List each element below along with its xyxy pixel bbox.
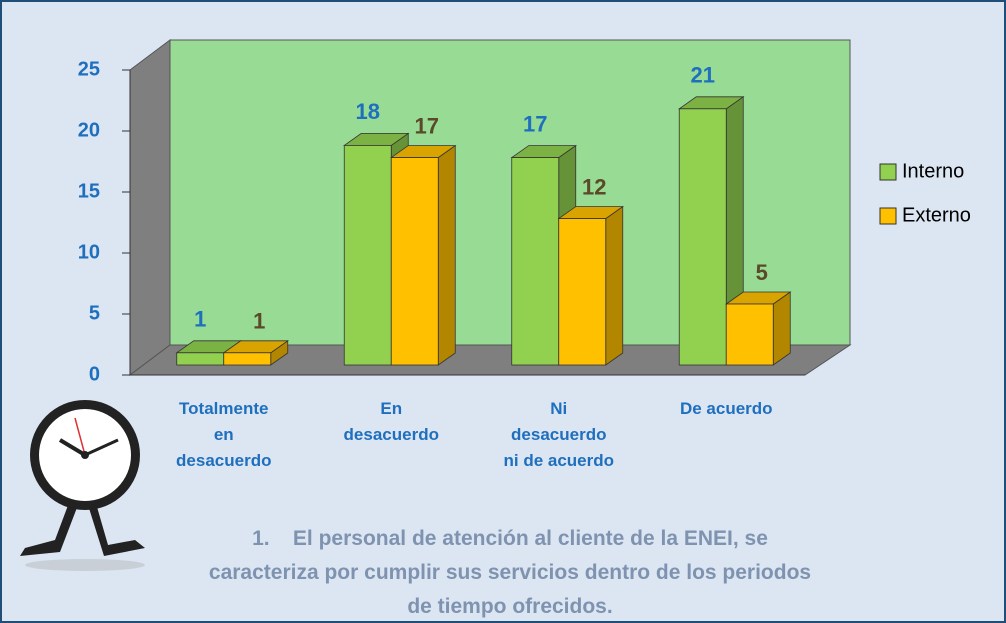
- x-tick-label: Totalmente en desacuerdo: [149, 396, 299, 474]
- bar-front: [679, 109, 726, 365]
- side-wall: [130, 40, 170, 375]
- bar: [726, 292, 790, 365]
- title-line: 1. El personal de atención al cliente de…: [140, 522, 880, 556]
- bar-front: [177, 353, 224, 365]
- title-line: caracteriza por cumplir sus servicios de…: [140, 556, 880, 590]
- value-label: 17: [523, 111, 547, 136]
- legend-label: Interno: [902, 160, 964, 182]
- bar-front: [512, 158, 559, 365]
- legend-label: Externo: [902, 204, 971, 226]
- value-label: 5: [756, 260, 768, 285]
- bar-front: [726, 304, 773, 365]
- legend-swatch: [880, 164, 896, 180]
- title-line: de tiempo ofrecidos.: [140, 590, 880, 623]
- value-label: 18: [356, 99, 380, 124]
- bar-front: [391, 158, 438, 365]
- clock: [20, 400, 145, 571]
- y-tick-label: 0: [89, 363, 100, 385]
- x-tick-label: De acuerdo: [651, 396, 801, 422]
- y-tick-label: 15: [78, 180, 100, 202]
- bar-side: [773, 292, 790, 365]
- value-label: 1: [253, 309, 265, 334]
- value-label: 12: [582, 174, 606, 199]
- y-tick-label: 5: [89, 302, 100, 324]
- x-tick-label: Ni desacuerdo ni de acuerdo: [484, 396, 634, 474]
- y-tick-label: 20: [78, 119, 100, 141]
- y-tick-label: 25: [78, 58, 100, 80]
- bar: [559, 207, 623, 365]
- y-tick-label: 10: [78, 241, 100, 263]
- value-label: 1: [194, 307, 206, 332]
- bar-side: [606, 207, 623, 365]
- legend-swatch: [880, 208, 896, 224]
- bar-front: [559, 219, 606, 365]
- bar-side: [438, 146, 455, 365]
- page: 0 5 10 15 20 25 1 1 18 17 17 12 21 5 Interno Externo To…: [0, 0, 1006, 623]
- bar-front: [224, 353, 271, 365]
- value-label: 21: [691, 63, 715, 88]
- chart-title: 1. El personal de atención al cliente de…: [140, 522, 880, 623]
- bar: [391, 146, 455, 365]
- x-tick-label: En desacuerdo: [316, 396, 466, 448]
- bar-front: [344, 145, 391, 365]
- value-label: 17: [415, 113, 439, 138]
